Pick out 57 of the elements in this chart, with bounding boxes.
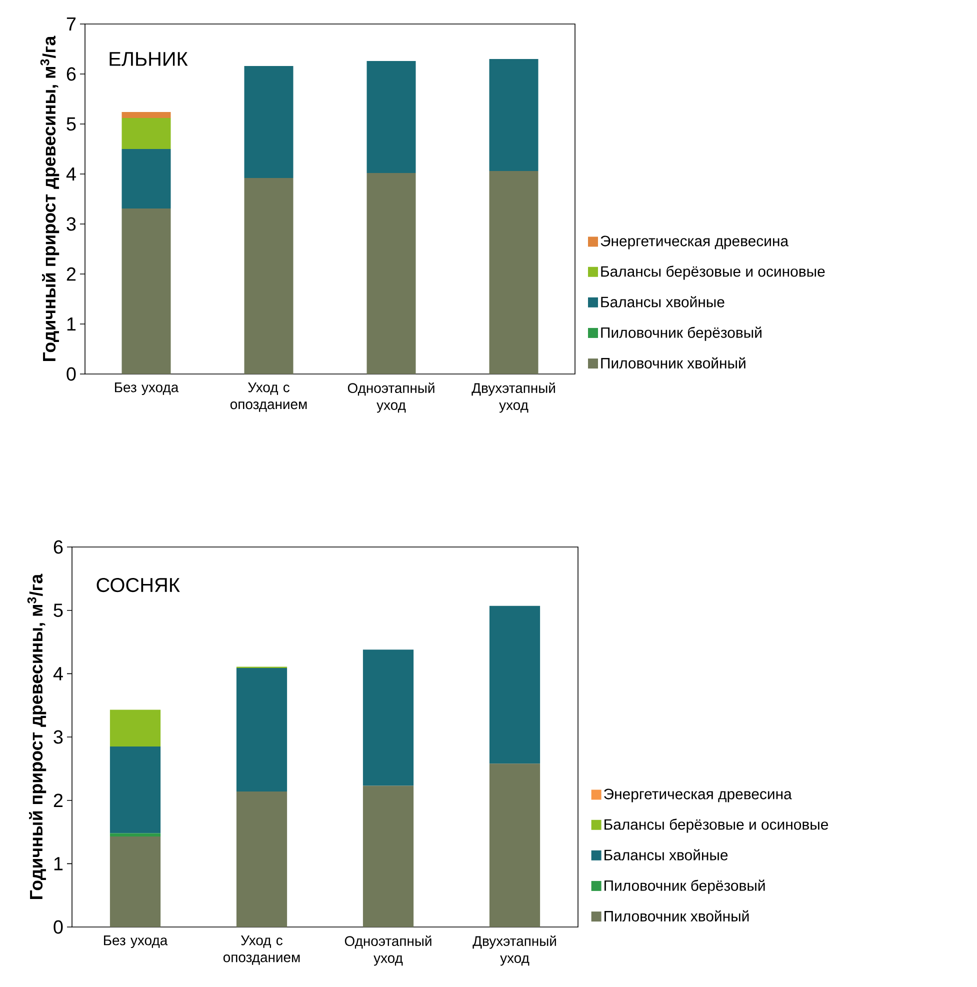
annotation: СОСНЯК xyxy=(96,578,180,592)
y-tick-label: 2 xyxy=(54,794,63,807)
bar xyxy=(122,118,171,150)
bar xyxy=(236,668,288,792)
y-tick-label: 0 xyxy=(66,367,76,381)
y-tick-label: 6 xyxy=(54,540,63,554)
bar xyxy=(244,178,294,374)
x-tick-label: Одноэтапный уход xyxy=(344,936,432,966)
y-tick-label: 1 xyxy=(67,318,76,331)
bar xyxy=(489,606,540,764)
bar xyxy=(110,833,161,836)
bar xyxy=(489,764,540,928)
y-tick-label: 5 xyxy=(66,117,76,131)
bar xyxy=(110,836,161,928)
y-axis-title: Годичный прирост древесины, м$^{3}$/га xyxy=(27,574,46,899)
legend-label: Пиловочник хвойный xyxy=(601,357,746,368)
legend-label: Пиловочник берёзовый xyxy=(604,880,765,894)
bar xyxy=(122,208,171,374)
bar xyxy=(489,59,538,172)
x-tick-label: Без ухода xyxy=(115,382,179,396)
legend-label: Балансы берёзовые и осиновые xyxy=(601,266,825,280)
y-tick-label: 0 xyxy=(54,920,63,934)
y-tick-label: 3 xyxy=(66,217,76,231)
x-tick-label: Без ухода xyxy=(104,936,168,948)
y-tick-label: 4 xyxy=(53,667,63,680)
x-tick-label: Одноэтапный уход xyxy=(348,382,434,413)
y-tick-label: 2 xyxy=(66,267,76,281)
x-tick-label: Двухэтапный уход xyxy=(472,936,556,966)
y-tick-label: 7 xyxy=(66,18,76,31)
legend-label: Балансы берёзовые и осиновые xyxy=(604,818,828,833)
legend-label: Энергетическая древесина xyxy=(600,236,789,250)
y-tick-label: 5 xyxy=(54,604,63,617)
bar xyxy=(366,61,416,174)
bar xyxy=(489,171,538,374)
bar xyxy=(366,173,416,374)
bar xyxy=(122,112,171,118)
y-tick-label: 4 xyxy=(66,168,76,181)
y-tick-label: 3 xyxy=(54,730,63,744)
legend-label: Пиловочник берёзовый xyxy=(601,326,762,341)
legend-label: Пиловочник хвойный xyxy=(604,910,749,922)
legend-label: Энергетическая древесина xyxy=(604,788,792,802)
bar xyxy=(110,746,161,834)
legend-label: Балансы хвойные xyxy=(601,296,724,308)
legend-label: Балансы хвойные xyxy=(604,849,728,860)
y-tick-label: 1 xyxy=(54,857,63,870)
x-tick-label: Уход с опозданием xyxy=(230,382,307,412)
y-axis-title: Годичный прирост древесины, м$^{3}$/га xyxy=(40,36,60,361)
bar xyxy=(122,149,171,209)
bar xyxy=(110,710,161,747)
annotation: ЕЛЬНИК xyxy=(110,52,188,66)
bar xyxy=(236,791,288,928)
bar xyxy=(362,786,414,928)
x-tick-label: Уход с опозданием xyxy=(223,936,300,965)
y-tick-label: 6 xyxy=(66,67,76,81)
bar xyxy=(362,650,414,786)
bar xyxy=(244,66,294,178)
x-tick-label: Двухэтапный уход xyxy=(472,382,555,413)
